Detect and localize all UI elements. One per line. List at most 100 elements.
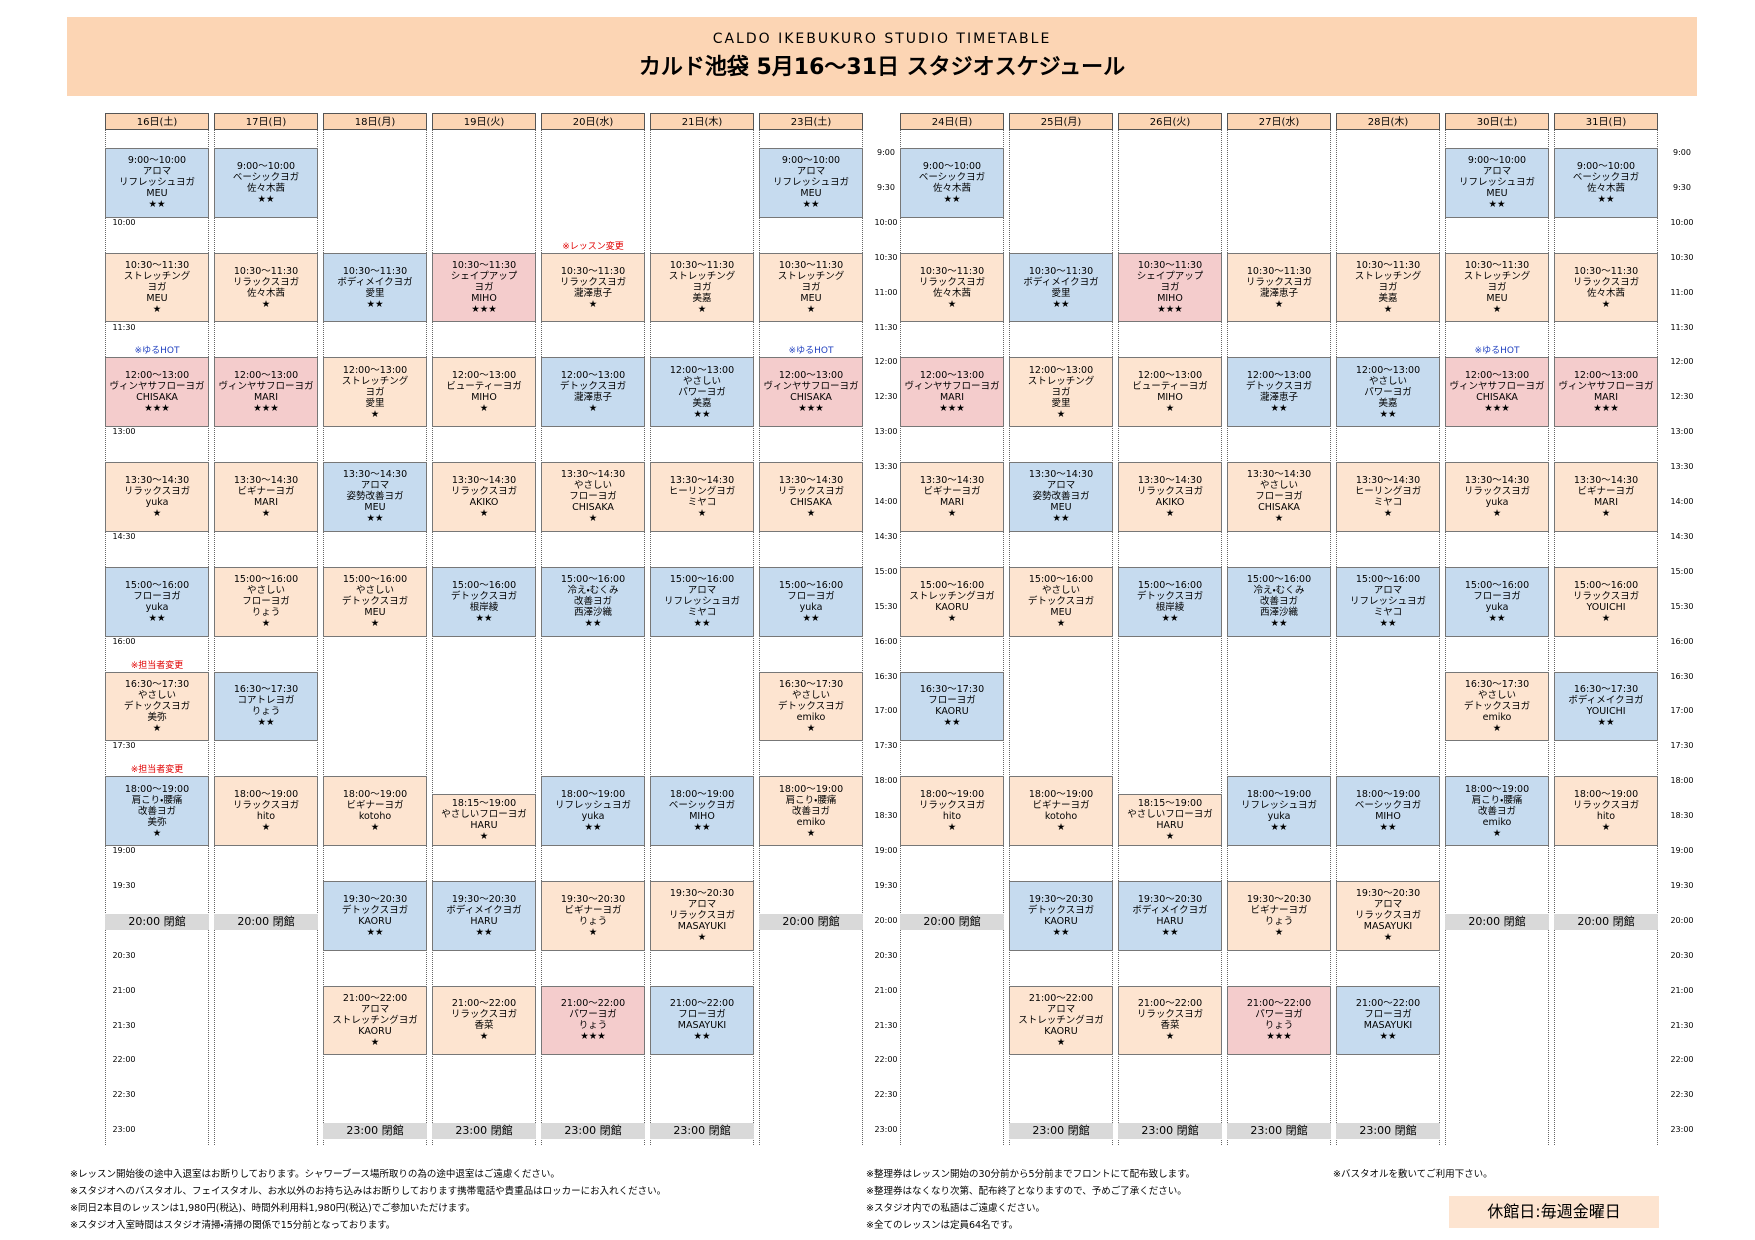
footer-note: ※スタジオへのバスタオル、フェイスタオル、お水以外のお持ち込みはお断りしておりま…: [70, 1186, 667, 1197]
lesson-line: ビギナーヨガ: [564, 904, 622, 916]
lesson-line: ★: [1274, 926, 1284, 938]
lesson-block: 10:30～11:30 シェイプアップ ヨガ MIHO ★★★: [432, 252, 536, 323]
lesson-line: emiko: [796, 711, 826, 723]
time-label: 18:30: [1670, 811, 1694, 821]
title: カルド池袋 5月16～31日 スタジオスケジュール: [638, 55, 1126, 80]
day-column: [1118, 130, 1222, 1146]
lesson-time: 15:00～16:00: [451, 579, 517, 591]
lesson-line: リラックスヨガ: [559, 276, 627, 288]
lesson-line: ヴィンヤサフローヨガ: [218, 381, 314, 393]
lesson-line: リラックスヨガ: [450, 485, 518, 497]
time-label: 22:30: [874, 1090, 898, 1100]
time-label: 20:00: [874, 915, 898, 925]
lesson-line: 美嘉: [692, 397, 712, 409]
lesson-block: 18:00～19:00 肩こり・腰痛 改善ヨガ 美弥 ★: [105, 776, 209, 846]
lesson-line: MEU: [146, 293, 168, 305]
lesson-line: やさしい: [573, 480, 612, 492]
day-header: 24日(日): [900, 113, 1004, 130]
lesson-time: 12:00～13:00: [1137, 370, 1203, 382]
lesson-line: フローヨガ: [569, 491, 617, 503]
lesson-line: ★: [1383, 507, 1393, 519]
lesson-time: 15:00～16:00: [778, 579, 844, 591]
day-column: [650, 130, 754, 1146]
lesson-line: hito: [1596, 811, 1616, 823]
lesson-line: ★★★: [471, 304, 497, 316]
time-label: 10:00: [112, 217, 136, 227]
lesson-block: 18:00～19:00 ベーシックヨガ MIHO ★★: [1336, 776, 1440, 846]
lesson-block: 18:15～19:00 やさしいフローヨガ HARU ★: [1118, 793, 1222, 846]
time-label: 13:00: [1670, 427, 1694, 437]
day-header: 26日(火): [1118, 113, 1222, 130]
time-label: 22:30: [112, 1090, 136, 1100]
lesson-block: 13:30～14:30 リラックスヨガ CHISAKA ★: [759, 462, 863, 532]
lesson-block: 13:30～14:30 ビギナーヨガ MARI ★: [1554, 462, 1658, 532]
lesson-line: やさしい: [682, 375, 721, 387]
lesson-time: 18:00～19:00: [778, 783, 844, 795]
closing: 23:00 閉館: [323, 1123, 427, 1140]
lesson-block: 13:30～14:30 やさしい フローヨガ CHISAKA ★: [1227, 462, 1331, 532]
lesson-line: ベーシックヨガ: [232, 171, 300, 183]
lesson-time: 12:00～13:00: [1028, 364, 1094, 376]
lesson-line: ビギナーヨガ: [1577, 485, 1635, 497]
lesson-line: ★: [1056, 822, 1066, 834]
time-label: 9:30: [1673, 182, 1691, 192]
lesson-line: KAORU: [935, 601, 969, 613]
lesson-time: 12:00～13:00: [1573, 370, 1639, 382]
lesson-block: 12:00～13:00 デトックスヨガ 瀧澤恵子 ★: [541, 357, 645, 428]
lesson-line: やさしい: [1368, 375, 1407, 387]
lesson-line: MIHO: [471, 293, 497, 305]
time-label: 13:30: [874, 462, 898, 472]
lesson-line: ★: [1601, 822, 1611, 834]
lesson-block: 12:00～13:00 ヴィンヤサフローヨガ MARI ★★★: [900, 357, 1004, 428]
lesson-block: 12:00～13:00 ヴィンヤサフローヨガ CHISAKA ★★★: [105, 357, 209, 428]
lesson-line: リラックスヨガ: [232, 276, 300, 288]
lesson-block: 9:00～10:00 アロマ リフレッシュヨガ MEU ★★: [105, 148, 209, 218]
lesson-block: 15:00～16:00 やさしい デトックスヨガ MEU ★: [323, 566, 427, 637]
lesson-block: 19:30～20:30 ボディメイクヨガ HARU ★★: [1118, 880, 1222, 951]
lesson-line: リラックスヨガ: [1572, 800, 1640, 812]
lesson-time: 13:30～14:30: [1355, 474, 1421, 486]
lesson-line: ★: [947, 298, 957, 310]
lesson-block: 12:00～13:00 やさしい パワーヨガ 美嘉 ★★: [650, 357, 754, 428]
lesson-line: MARI: [939, 392, 965, 404]
lesson-time: 10:30～11:30: [669, 260, 735, 272]
lesson-line: 美嘉: [1378, 293, 1398, 305]
lesson-block: 10:30～11:30 リラックスヨガ 瀧澤恵子 ★: [541, 252, 645, 323]
lesson-line: 肩こり・腰痛: [1471, 794, 1523, 806]
lesson-line: ★★: [148, 199, 166, 211]
lesson-block: 9:00～10:00 ベーシックヨガ 佐々木茜 ★★: [1554, 148, 1658, 218]
day-header: 18日(月): [323, 113, 427, 130]
lesson-time: 15:00～16:00: [1028, 574, 1094, 586]
lesson-time: 9:00～10:00: [127, 155, 187, 167]
lesson-line: ★: [588, 926, 598, 938]
lesson-line: ★★★: [1266, 1031, 1292, 1043]
lesson-line: hito: [942, 811, 962, 823]
lesson-line: MASAYUKI: [677, 921, 727, 933]
time-label: 22:30: [1670, 1090, 1694, 1100]
day-column: [900, 130, 1004, 1146]
day-column: [1445, 130, 1549, 1146]
lesson-line: emiko: [796, 816, 826, 828]
lesson-block: 13:30～14:30 ヒーリングヨガ ミヤコ ★: [650, 462, 754, 532]
lesson-line: ★★: [1270, 618, 1288, 630]
lesson-line: CHISAKA: [1258, 502, 1300, 514]
time-label: 23:00: [112, 1125, 136, 1135]
closing: 20:00 閉館: [105, 913, 209, 930]
lesson-line: ヨガ: [365, 386, 385, 398]
lesson-line: パワーヨガ: [1255, 1009, 1303, 1021]
lesson-line: ストレッチング: [668, 271, 736, 283]
day-column: [105, 130, 209, 1146]
lesson-time: 18:00～19:00: [1028, 789, 1094, 801]
lesson-line: ★★: [1270, 403, 1288, 415]
lesson-block: 10:30～11:30 ストレッチング ヨガ MEU ★: [759, 252, 863, 323]
lesson-line: HARU: [1156, 819, 1184, 831]
lesson-block: 12:00～13:00 ヴィンヤサフローヨガ CHISAKA ★★★: [759, 357, 863, 428]
lesson-line: ヨガ: [692, 282, 712, 294]
time-label: 10:30: [1670, 252, 1694, 262]
lesson-time: 10:30～11:30: [1464, 260, 1530, 272]
lesson-line: デトックスヨガ: [1136, 590, 1204, 602]
lesson-line: リラックスヨガ: [450, 1009, 518, 1021]
time-label: 19:00: [112, 846, 136, 855]
lesson-line: ★★★: [1157, 304, 1183, 316]
lesson-line: ★★: [1379, 408, 1397, 420]
